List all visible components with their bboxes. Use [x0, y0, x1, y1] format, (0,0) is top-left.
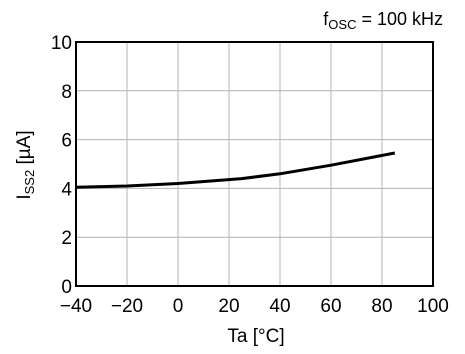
x-tick-label: −40 [60, 296, 92, 317]
y-tick-label: 10 [51, 33, 72, 54]
y-axis-title-subscript: SS2 [22, 170, 37, 195]
x-tick-label: 40 [269, 296, 290, 317]
annotation-subscript: OSC [328, 17, 356, 32]
y-tick-label: 4 [61, 179, 72, 200]
grid [76, 42, 433, 286]
y-axis-title-main: I [14, 194, 35, 199]
x-tick-label: 60 [320, 296, 341, 317]
x-tick-label: 80 [371, 296, 392, 317]
series-group [75, 151, 396, 189]
annotation-rest: = 100 kHz [356, 9, 443, 29]
x-tick-label: 100 [417, 296, 449, 317]
x-tick-labels: −40 −20 0 20 40 60 80 100 [60, 296, 449, 317]
y-tick-label: 0 [61, 277, 72, 298]
frequency-annotation: fOSC = 100 kHz [323, 9, 443, 32]
y-tick-label: 2 [61, 228, 72, 249]
x-tick-label: 20 [218, 296, 239, 317]
annotation-main: f [323, 9, 329, 29]
y-axis-title: ISS2 [µA] [14, 130, 37, 199]
x-tick-label: 0 [173, 296, 184, 317]
y-tick-label: 8 [61, 82, 72, 103]
y-tick-labels: 0 2 4 6 8 10 [51, 33, 73, 298]
plot-frame [75, 41, 434, 287]
y-axis-title-rest: [µA] [14, 130, 35, 169]
series-line [75, 151, 396, 189]
x-axis-title: Ta [°C] [227, 326, 284, 347]
x-tick-label: −20 [111, 296, 143, 317]
y-tick-label: 6 [61, 131, 72, 152]
